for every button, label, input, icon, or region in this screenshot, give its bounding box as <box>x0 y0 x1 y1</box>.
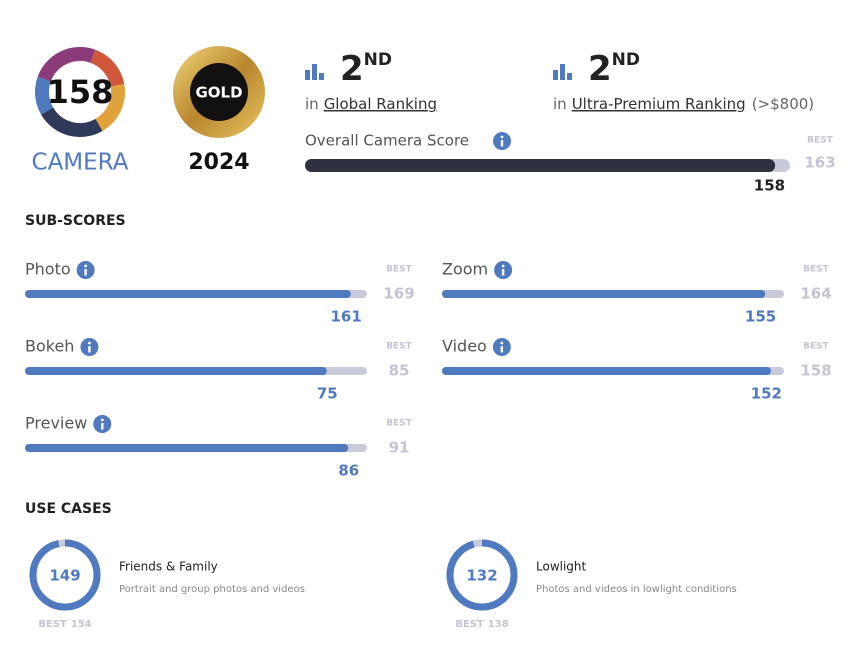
use-case-description: Photos and videos in lowlight conditions <box>536 584 737 595</box>
best-label: BEST <box>38 619 67 630</box>
best-label: BEST <box>807 136 833 146</box>
best-label: BEST <box>803 342 829 352</box>
info-stem <box>88 346 91 353</box>
rank-icon-bar <box>312 64 317 80</box>
best-label: BEST <box>386 419 412 429</box>
info-dot <box>100 418 104 422</box>
rank-prefix: in <box>305 95 319 113</box>
sub-score-fill <box>25 290 351 298</box>
info-dot <box>88 341 91 345</box>
sub-score-name: Zoom <box>442 260 488 279</box>
badge-ring <box>41 107 103 137</box>
sub-score-value: 86 <box>338 462 359 480</box>
use-case-description: Portrait and group photos and videos <box>119 584 305 595</box>
badge-ring <box>90 49 125 88</box>
rank-icon-bar <box>560 64 565 80</box>
rank-link[interactable]: Global Ranking <box>324 95 437 113</box>
use-case-name: Lowlight <box>536 560 587 574</box>
award-core <box>190 63 248 121</box>
sub-score-fill <box>25 444 349 452</box>
sub-score-best: 169 <box>383 285 414 303</box>
rank-prefix: in <box>553 95 567 113</box>
info-icon[interactable] <box>492 338 511 356</box>
info-dot <box>84 264 88 268</box>
overall-best: 163 <box>804 154 835 172</box>
section-title: USE CASES <box>25 501 112 517</box>
section-title: SUB-SCORES <box>25 213 126 229</box>
info-icon[interactable] <box>493 132 511 150</box>
donut-best-value: 154 <box>71 619 92 630</box>
badge-score: 158 <box>47 73 114 111</box>
rank-link[interactable]: Ultra-Premium Ranking <box>572 95 746 113</box>
overall-fill <box>305 159 776 172</box>
info-stem <box>500 346 504 353</box>
rank: 2ND <box>340 49 392 89</box>
rank-note: (>$800) <box>752 95 814 113</box>
badge-ring <box>95 84 125 131</box>
donut-score: 149 <box>49 567 80 585</box>
sub-score-value: 161 <box>330 308 361 326</box>
rank-number: 2 <box>588 49 612 89</box>
sub-score-fill <box>442 290 766 298</box>
sub-score-fill <box>25 367 327 375</box>
donut-best: BEST 154 <box>38 619 91 630</box>
best-label: BEST <box>386 265 412 275</box>
best-label: BEST <box>455 619 484 630</box>
rank-icon-bar <box>567 73 572 80</box>
rank-suffix: ND <box>612 50 640 70</box>
info-stem <box>501 269 505 276</box>
award-year: 2024 <box>188 150 249 175</box>
overall-label: Overall Camera Score <box>305 132 469 150</box>
info-dot <box>500 135 504 139</box>
sub-score-name: Video <box>442 337 487 356</box>
info-icon[interactable] <box>80 338 99 356</box>
sub-score-best: 85 <box>389 362 410 380</box>
info-icon[interactable] <box>494 261 513 279</box>
sub-score-name: Preview <box>25 414 87 433</box>
rank-number: 2 <box>340 49 364 89</box>
donut-score: 132 <box>466 567 497 585</box>
sub-score-value: 155 <box>745 308 776 326</box>
info-dot <box>500 341 504 345</box>
sub-score-value: 75 <box>317 385 338 403</box>
best-label: BEST <box>386 342 412 352</box>
sub-score-best: 164 <box>800 285 831 303</box>
use-case-name: Friends & Family <box>119 560 218 574</box>
sub-score-value: 152 <box>751 385 782 403</box>
rank-suffix: ND <box>364 50 392 70</box>
rank-icon-bar <box>319 73 324 80</box>
info-stem <box>84 269 87 276</box>
badge-core <box>51 63 109 121</box>
donut-best-value: 138 <box>488 619 509 630</box>
donut-best: BEST 138 <box>455 619 508 630</box>
best-label: BEST <box>803 265 829 275</box>
info-stem <box>101 423 104 430</box>
rank-icon-bar <box>305 70 310 80</box>
rank-icon-bar <box>553 70 558 80</box>
donut-fill <box>446 539 518 611</box>
badge-ring <box>37 47 96 82</box>
info-stem <box>500 140 504 147</box>
donut-fill <box>29 539 101 611</box>
sub-score-best: 158 <box>800 362 831 380</box>
sub-score-name: Bokeh <box>25 337 74 356</box>
sub-score-name: Photo <box>25 260 71 279</box>
badge-ring <box>35 76 54 115</box>
rank: 2ND <box>588 49 640 89</box>
info-icon[interactable] <box>76 261 95 279</box>
overall-score: 158 <box>754 177 785 195</box>
rank-line: in Ultra-Premium Ranking (>$800) <box>553 95 814 113</box>
badge-label: CAMERA <box>32 150 129 176</box>
award-label: GOLD <box>195 84 242 102</box>
rank-line: in Global Ranking <box>305 95 437 113</box>
info-icon[interactable] <box>93 415 112 433</box>
sub-score-best: 91 <box>389 439 410 457</box>
sub-score-fill <box>442 367 772 375</box>
info-dot <box>501 264 505 268</box>
